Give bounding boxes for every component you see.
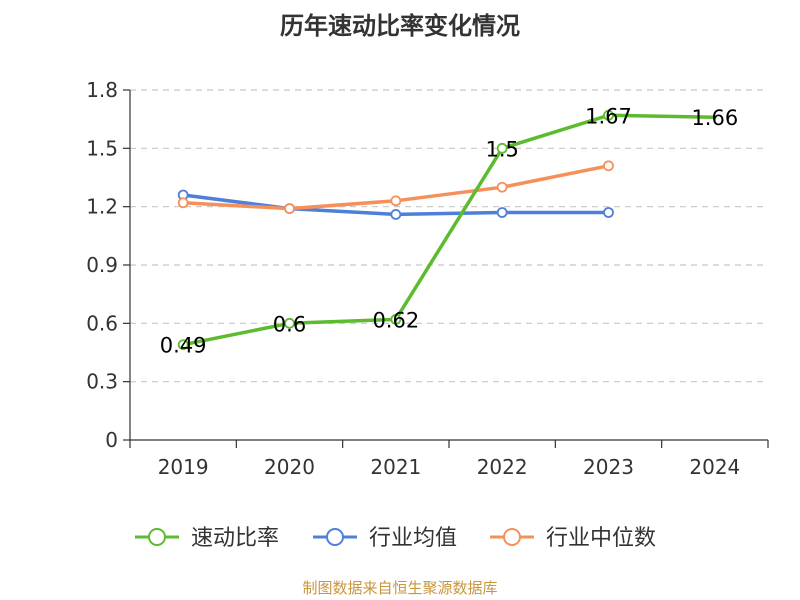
series-2-point-2020 bbox=[284, 203, 295, 215]
y-tick-label-2: 0.6 bbox=[86, 311, 118, 335]
y-tick-label-5: 1.5 bbox=[86, 136, 118, 160]
y-tick-label-6: 1.8 bbox=[86, 78, 118, 102]
y-tick-label-1: 0.3 bbox=[86, 370, 118, 394]
legend-item-0: 速动比率 bbox=[135, 526, 279, 551]
source-note: 制图数据来自恒生聚源数据库 bbox=[302, 579, 497, 597]
data-label-2024: 1.66 bbox=[691, 106, 738, 130]
series-1-point-2021 bbox=[390, 209, 402, 220]
series-2-point-2022 bbox=[496, 181, 508, 193]
x-tick-label-2024: 2024 bbox=[689, 455, 740, 479]
series-0-point-2020 bbox=[284, 317, 295, 329]
data-label-2022: 1.5 bbox=[485, 137, 518, 161]
series-2-point-2019 bbox=[177, 197, 189, 209]
grid bbox=[130, 89, 768, 383]
legend-label-0: 速动比率 bbox=[191, 526, 279, 551]
data-label-2019: 0.49 bbox=[160, 334, 207, 358]
legend-label-1: 行业均值 bbox=[369, 526, 457, 551]
chart-title: 历年速动比率变化情况 bbox=[280, 12, 520, 40]
data-label-2023: 1.67 bbox=[585, 104, 632, 128]
legend-label-2: 行业中位数 bbox=[546, 526, 656, 551]
series-0-point-2019 bbox=[177, 339, 189, 351]
legend-swatch-marker-1 bbox=[326, 528, 344, 546]
data-label-2021: 0.62 bbox=[372, 308, 419, 332]
x-tick-label-2019: 2019 bbox=[158, 455, 209, 479]
series-layer bbox=[177, 109, 717, 351]
series-2-point-2021 bbox=[390, 195, 402, 207]
series-0-point-2023 bbox=[603, 109, 614, 121]
axes: 0 0.3 0.6 0.9 1.2 1.5 1.8 2019 2020 2021 2022 2023 2… bbox=[86, 78, 769, 479]
y-tick-label-3: 0.9 bbox=[86, 253, 118, 277]
series-1-point-2023 bbox=[603, 207, 614, 218]
data-labels: 0.49 0.6 0.62 1.5 1.67 1.66 bbox=[160, 104, 738, 357]
legend-swatch-marker-0 bbox=[148, 528, 166, 546]
data-label-2020: 0.6 bbox=[273, 312, 306, 336]
legend: 速动比率 行业均值 行业中位数 bbox=[135, 526, 656, 551]
legend-swatch-marker-2 bbox=[503, 528, 521, 546]
series-2-point-2023 bbox=[603, 160, 614, 172]
series-1-point-2022 bbox=[496, 207, 508, 218]
x-tick-label-2020: 2020 bbox=[264, 455, 315, 479]
series-line-0 bbox=[181, 113, 717, 347]
y-tick-label-4: 1.2 bbox=[86, 195, 118, 219]
x-tick-label-2021: 2021 bbox=[370, 455, 421, 479]
y-tick-label-0: 0 bbox=[105, 428, 118, 452]
legend-item-1: 行业均值 bbox=[313, 526, 457, 551]
legend-item-2: 行业中位数 bbox=[490, 526, 656, 551]
x-tick-label-2023: 2023 bbox=[583, 455, 634, 479]
x-tick-label-2022: 2022 bbox=[477, 455, 528, 479]
series-0-point-2022 bbox=[496, 142, 508, 154]
series-0-point-2021 bbox=[390, 314, 402, 325]
